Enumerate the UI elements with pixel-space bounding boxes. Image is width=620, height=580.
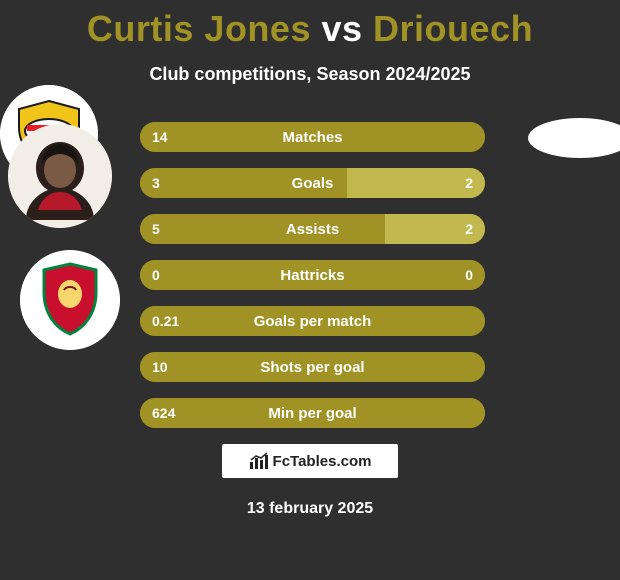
person-icon (8, 124, 112, 228)
page-title: Curtis Jones vs Driouech (0, 0, 620, 50)
title-player-left: Curtis Jones (87, 8, 311, 49)
shield-icon (20, 250, 120, 350)
title-player-right: Driouech (373, 8, 533, 49)
stat-label: Matches (140, 122, 485, 152)
stat-row: Matches14 (140, 122, 485, 152)
brand-text: FcTables.com (273, 453, 372, 470)
stat-row: Shots per goal10 (140, 352, 485, 382)
chart-icon (249, 452, 269, 470)
stat-label: Min per goal (140, 398, 485, 428)
comparison-card: Curtis Jones vs Driouech Club competitio… (0, 0, 620, 580)
date-label: 13 february 2025 (0, 500, 620, 518)
title-vs: vs (321, 8, 362, 49)
stat-value-left: 10 (140, 352, 180, 382)
stat-value-left: 0.21 (140, 306, 191, 336)
stat-value-right: 2 (453, 168, 485, 198)
stat-value-left: 624 (140, 398, 187, 428)
stat-label: Goals (140, 168, 485, 198)
stat-value-right: 2 (453, 214, 485, 244)
stat-value-left: 0 (140, 260, 172, 290)
club-left-crest (20, 250, 120, 350)
player-right-avatar (528, 118, 620, 158)
stat-value-right: 0 (453, 260, 485, 290)
stat-value-left: 3 (140, 168, 172, 198)
brand-logo: FcTables.com (222, 444, 398, 478)
stat-label: Assists (140, 214, 485, 244)
stat-row: Hattricks0 0 (140, 260, 485, 290)
stat-bars: Matches14Goals32Assists52Hattricks00Goal… (140, 122, 485, 444)
stat-row: Goals3 2 (140, 168, 485, 198)
subtitle: Club competitions, Season 2024/2025 (0, 64, 620, 85)
stat-label: Hattricks (140, 260, 485, 290)
stat-label: Shots per goal (140, 352, 485, 382)
stat-row: Goals per match0.21 (140, 306, 485, 336)
stat-label: Goals per match (140, 306, 485, 336)
player-left-avatar (8, 124, 112, 228)
stat-row: Min per goal624 (140, 398, 485, 428)
stat-row: Assists5 2 (140, 214, 485, 244)
stat-value-left: 5 (140, 214, 172, 244)
stat-value-left: 14 (140, 122, 180, 152)
